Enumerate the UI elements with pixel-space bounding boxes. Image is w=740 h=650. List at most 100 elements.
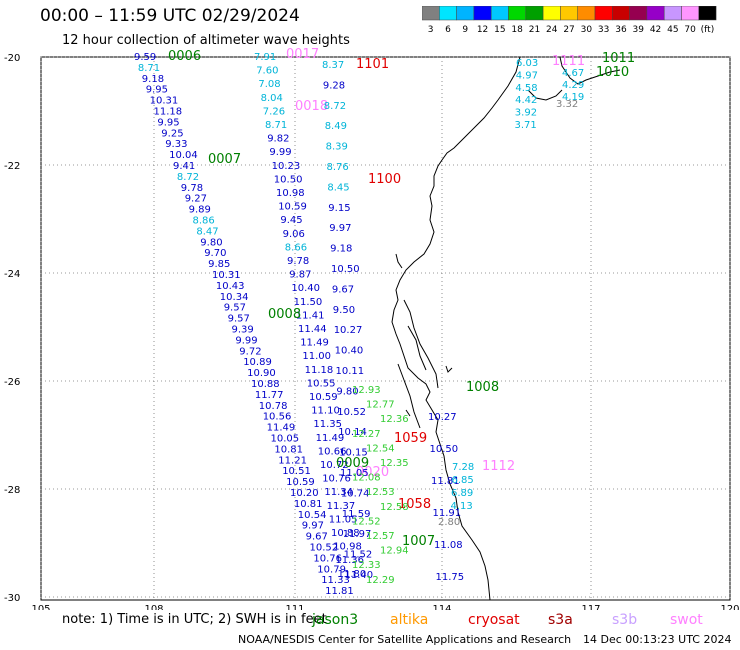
wave-height-value: 9.67 xyxy=(306,532,328,543)
pass-label: 1112 xyxy=(482,459,515,474)
north-west-cape xyxy=(527,56,621,101)
wave-height-value: 11.49 xyxy=(300,338,329,349)
wave-height-value: 9.80 xyxy=(336,386,358,397)
wave-height-value: 11.05 xyxy=(329,514,358,525)
wave-height-value: 10.56 xyxy=(263,412,292,423)
pass-label: 0009 xyxy=(336,456,369,471)
legend-tick-label: 6 xyxy=(445,25,451,35)
wave-height-value: 9.89 xyxy=(189,205,211,216)
footer-generated-time: 14 Dec 00:13:23 UTC 2024 xyxy=(583,633,732,646)
wave-height-value: 9.50 xyxy=(333,305,355,316)
wave-height-value: 8.72 xyxy=(177,172,199,183)
wave-height-value: 3.32 xyxy=(556,99,578,110)
wave-height-value: 11.35 xyxy=(313,419,342,430)
wave-height-value: 12.29 xyxy=(366,575,395,586)
wave-height-value: 9.72 xyxy=(239,346,261,357)
pass-label: 0006 xyxy=(168,49,201,64)
legend-swatch xyxy=(698,6,717,21)
wave-height-value: 8.76 xyxy=(327,162,349,173)
wave-height-value: 12.93 xyxy=(352,385,381,396)
satellite-tracks: 00069.598.719.189.9510.3111.189.959.259.… xyxy=(134,47,635,597)
wave-height-color-legend: 3 6 9 12 15 18 21 24 27 30 33 36 39 42 45 70 (ft) xyxy=(422,6,717,35)
wave-height-value: 10.72 xyxy=(320,460,349,471)
wave-height-value: 9.45 xyxy=(280,215,302,226)
pass-label: 1011 xyxy=(602,51,635,66)
satellite-legend-item: altika xyxy=(390,612,429,628)
legend-tick-label: 21 xyxy=(529,25,540,35)
wave-height-value: 11.36 xyxy=(335,555,364,566)
lon-tick-label: 105 xyxy=(31,604,50,610)
legend-tick-label: 33 xyxy=(598,25,609,35)
wave-height-value: 8.47 xyxy=(196,226,218,237)
wave-height-value: 11.81 xyxy=(325,586,354,597)
wave-height-value: 10.76 xyxy=(322,474,351,485)
wave-height-value: 11.33 xyxy=(321,575,350,586)
wave-height-value: 2.80 xyxy=(438,517,460,528)
wave-height-value: 11.50 xyxy=(294,297,323,308)
pass-label: 1101 xyxy=(356,57,389,72)
wave-height-value: 10.27 xyxy=(428,412,457,423)
wave-height-value: 10.23 xyxy=(272,161,301,172)
legend-tick-label: 24 xyxy=(546,25,558,35)
wave-height-value: 10.31 xyxy=(212,270,241,281)
wave-height-value: 9.97 xyxy=(302,521,324,532)
wave-height-value: 10.05 xyxy=(271,434,300,445)
lat-tick-label: -20 xyxy=(4,53,20,64)
wave-height-value: 10.76 xyxy=(313,553,342,564)
wave-height-value: 11.91 xyxy=(433,508,462,519)
wave-height-value: 11.08 xyxy=(434,540,463,551)
wave-height-value: 10.11 xyxy=(336,366,365,377)
lat-lon-grid: -20 -22 -24 -26 -28 -30 105 108 111 114 117 120 xyxy=(4,53,740,610)
legend-tick-label: 27 xyxy=(563,25,574,35)
satellite-legend-item: s3b xyxy=(612,612,638,628)
wave-height-value: 12.08 xyxy=(352,473,381,484)
wave-height-value: 7.08 xyxy=(258,79,280,90)
wave-height-value: 6.85 xyxy=(452,475,474,486)
wave-height-value: 8.86 xyxy=(193,216,215,227)
lat-tick-label: -22 xyxy=(4,161,20,172)
wave-height-value: 12.36 xyxy=(380,414,409,425)
altimeter-map: -20 -22 -24 -26 -28 -30 105 108 111 114 117 120 000… xyxy=(4,47,740,610)
wave-height-value: 10.27 xyxy=(334,325,363,336)
satellite-legend-item: swot xyxy=(670,612,703,628)
footer: note: 1) Time is in UTC; 2) SWH is in fe… xyxy=(0,610,740,650)
wave-height-value: 6.89 xyxy=(451,488,473,499)
wave-height-value: 3.71 xyxy=(515,120,537,131)
pass-label: 1059 xyxy=(394,431,427,446)
wave-height-value: 10.14 xyxy=(338,427,367,438)
wave-height-value: 12.52 xyxy=(352,516,381,527)
wave-height-value: 10.50 xyxy=(331,264,360,275)
wave-height-value: 9.33 xyxy=(165,139,187,150)
pass-label: 1058 xyxy=(398,497,431,512)
wave-height-value: 4.97 xyxy=(516,70,538,81)
wave-height-value: 11.34 xyxy=(324,487,353,498)
legend-tick-label: 36 xyxy=(615,25,627,35)
wave-height-value: 12.35 xyxy=(380,458,409,469)
wave-height-value: 11.44 xyxy=(298,324,327,335)
legend-tick-label: 15 xyxy=(494,25,505,35)
wave-height-value: 10.90 xyxy=(247,368,276,379)
wave-height-value: 9.39 xyxy=(232,325,254,336)
wave-height-value: 11.52 xyxy=(344,550,373,561)
wave-height-value: 8.71 xyxy=(138,63,160,74)
wave-height-value: 10.59 xyxy=(278,202,307,213)
lat-tick-label: -24 xyxy=(4,269,20,280)
wave-height-value: 10.74 xyxy=(341,488,370,499)
lon-tick-label: 117 xyxy=(581,604,600,610)
lon-tick-label: 111 xyxy=(285,604,304,610)
pass-label: 1007 xyxy=(402,534,435,549)
wave-height-value: 10.20 xyxy=(290,488,319,499)
wave-height-value: 8.45 xyxy=(327,182,349,193)
wave-height-value: 10.98 xyxy=(333,542,362,553)
wave-height-value: 8.66 xyxy=(285,242,307,253)
lon-tick-label: 114 xyxy=(432,604,451,610)
wave-height-value: 10.15 xyxy=(339,448,368,459)
wave-height-value: 10.88 xyxy=(251,379,280,390)
wave-height-value: 11.21 xyxy=(278,455,307,466)
legend-tick-label: 42 xyxy=(650,25,661,35)
footer-note: note: 1) Time is in UTC; 2) SWH is in fe… xyxy=(62,612,327,627)
wave-height-value: 9.78 xyxy=(181,183,203,194)
wave-height-value: 12.33 xyxy=(352,560,381,571)
wave-height-value: 11.41 xyxy=(296,310,325,321)
wave-height-value: 9.87 xyxy=(289,270,311,281)
